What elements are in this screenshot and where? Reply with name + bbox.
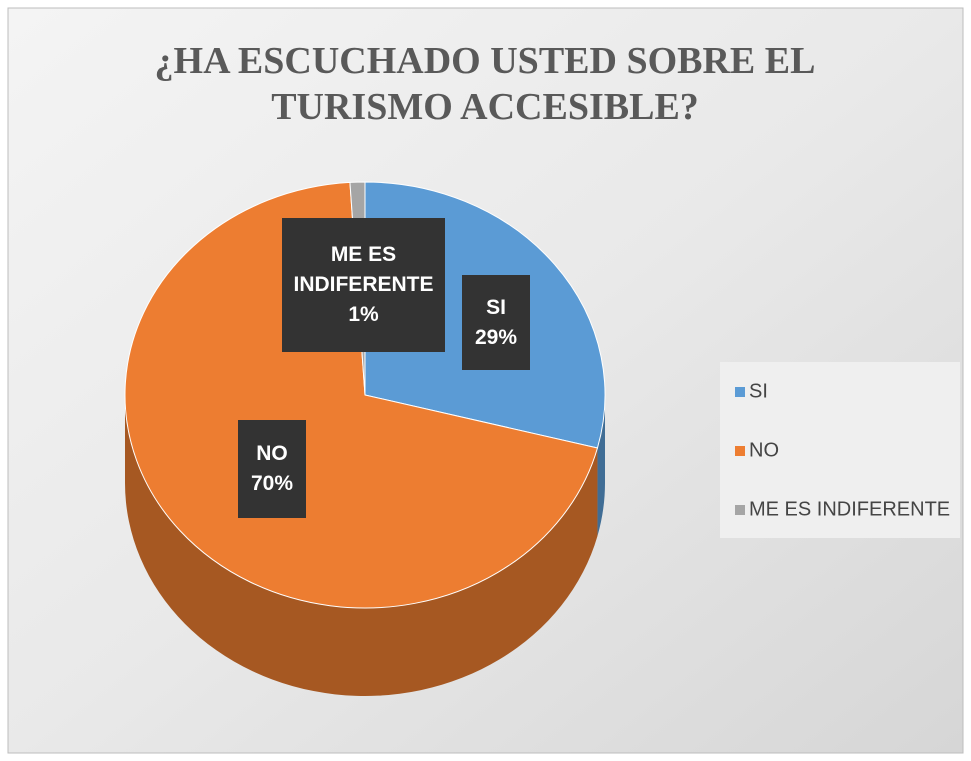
chart-title: ¿HA ESCUCHADO USTED SOBRE EL TURISMO ACC… <box>154 40 816 128</box>
data-label: SI 29% <box>462 275 530 370</box>
legend-box <box>720 362 960 538</box>
data-label-value: 70% <box>250 472 294 495</box>
data-label: ME ES INDIFERENTE 1% <box>282 218 445 352</box>
legend-label: SI <box>749 380 768 402</box>
data-label-value: 29% <box>474 325 518 349</box>
data-label-category: NO <box>256 442 288 465</box>
slice-side <box>597 395 605 536</box>
legend-swatch <box>735 505 745 515</box>
data-label-value: 1% <box>348 303 379 326</box>
data-label: NO 70% <box>238 420 306 518</box>
legend-label: NO <box>749 439 779 461</box>
legend-label: ME ES INDIFERENTE <box>749 498 950 520</box>
legend-swatch <box>735 446 745 456</box>
data-label-category: ME ES INDIFERENTE <box>293 243 434 296</box>
legend-swatch <box>735 387 745 397</box>
slice-side <box>125 395 598 697</box>
data-label-category: SI <box>486 295 506 319</box>
